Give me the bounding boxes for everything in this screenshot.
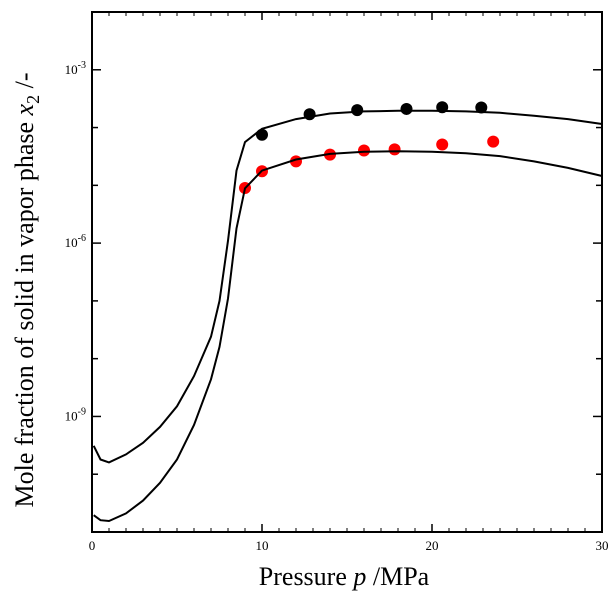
y-tick-label: 10-9 xyxy=(65,406,86,423)
y-tick-label: 10-6 xyxy=(65,233,86,250)
x-tick-label: 20 xyxy=(426,538,439,553)
y-axis-label: Mole fraction of solid in vapor phase x2… xyxy=(10,72,43,507)
axis-ticks: 0 10 20 30 10-9 10-6 10-3 xyxy=(65,12,609,553)
data-point-0 xyxy=(256,128,268,141)
x-tick-label: 30 xyxy=(596,538,609,553)
data-point-0 xyxy=(351,104,364,117)
data-point-0 xyxy=(400,102,413,115)
data-series xyxy=(92,101,603,523)
data-point-1 xyxy=(436,138,449,151)
model-curve-3 xyxy=(93,150,603,523)
y-tick-label: 10-3 xyxy=(65,60,86,77)
x-axis-label: Pressure p /MPa xyxy=(259,562,430,591)
model-curve-2 xyxy=(92,109,603,464)
x-tick-label: 0 xyxy=(89,538,96,553)
plot-frame xyxy=(91,11,603,533)
x-tick-label: 10 xyxy=(256,538,269,553)
data-point-1 xyxy=(358,144,370,157)
data-point-1 xyxy=(388,143,401,156)
data-point-0 xyxy=(475,101,488,114)
plot-area xyxy=(91,11,603,533)
data-point-1 xyxy=(487,135,500,148)
